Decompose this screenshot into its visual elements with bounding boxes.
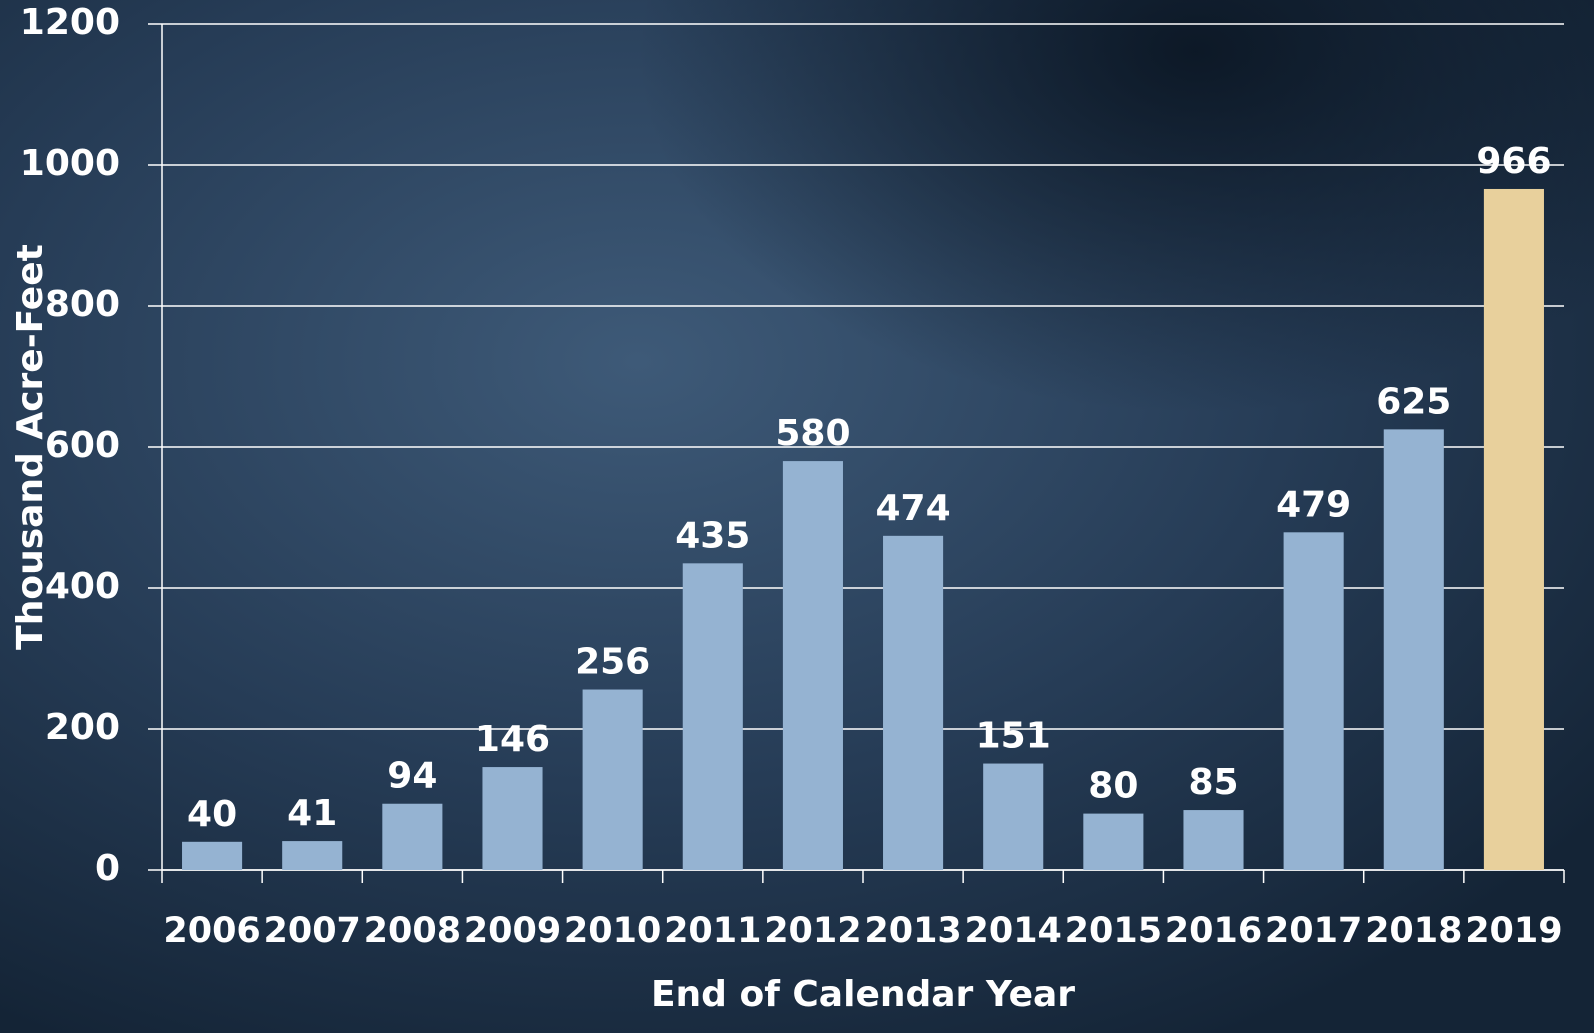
data-label: 966	[1476, 141, 1551, 182]
x-tick-label: 2007	[264, 911, 361, 951]
y-tick-label: 0	[95, 848, 120, 889]
y-tick-label: 200	[45, 707, 120, 748]
data-label: 580	[775, 413, 850, 454]
y-tick-label: 800	[45, 284, 120, 325]
y-axis-title: Thousand Acre-Feet	[10, 244, 51, 650]
x-tick-label: 2006	[163, 911, 260, 951]
data-label: 479	[1276, 484, 1351, 525]
x-tick-label: 2010	[564, 911, 661, 951]
bar	[482, 767, 543, 870]
data-label: 85	[1188, 762, 1238, 803]
x-axis-title: End of Calendar Year	[651, 974, 1075, 1015]
bar	[1183, 810, 1244, 870]
data-label: 151	[976, 716, 1051, 757]
bar	[983, 763, 1044, 870]
y-tick-label: 1200	[20, 2, 120, 43]
x-tick-label: 2012	[764, 911, 861, 951]
x-tick-label: 2014	[965, 911, 1062, 951]
x-tick-label: 2009	[464, 911, 561, 951]
bar	[282, 841, 343, 870]
data-label: 625	[1376, 381, 1451, 422]
data-label: 40	[187, 794, 237, 835]
y-tick-label: 1000	[20, 143, 120, 184]
x-tick-label: 2018	[1365, 911, 1462, 951]
bar	[1083, 813, 1144, 870]
bar	[1383, 429, 1444, 870]
y-tick-label: 400	[45, 566, 120, 607]
x-tick-label: 2011	[664, 911, 761, 951]
data-label: 41	[287, 793, 337, 834]
x-tick-label: 2016	[1165, 911, 1262, 951]
data-label: 94	[387, 756, 437, 797]
y-tick-label: 600	[45, 425, 120, 466]
x-tick-label: 2019	[1465, 911, 1562, 951]
x-tick-label: 2017	[1265, 911, 1362, 951]
data-label: 256	[575, 642, 650, 683]
bar	[182, 841, 243, 870]
bar	[1483, 188, 1544, 871]
bar	[382, 803, 443, 870]
bar	[1283, 532, 1344, 870]
data-label: 435	[675, 515, 750, 556]
x-tick-label: 2015	[1065, 911, 1162, 951]
data-label: 80	[1088, 766, 1138, 807]
x-tick-label: 2008	[364, 911, 461, 951]
bar	[782, 461, 843, 870]
data-label: 474	[875, 488, 950, 529]
x-tick-label: 2013	[864, 911, 961, 951]
data-label: 146	[475, 719, 550, 760]
bar	[682, 563, 743, 870]
bar	[582, 689, 643, 870]
bar	[883, 535, 944, 870]
